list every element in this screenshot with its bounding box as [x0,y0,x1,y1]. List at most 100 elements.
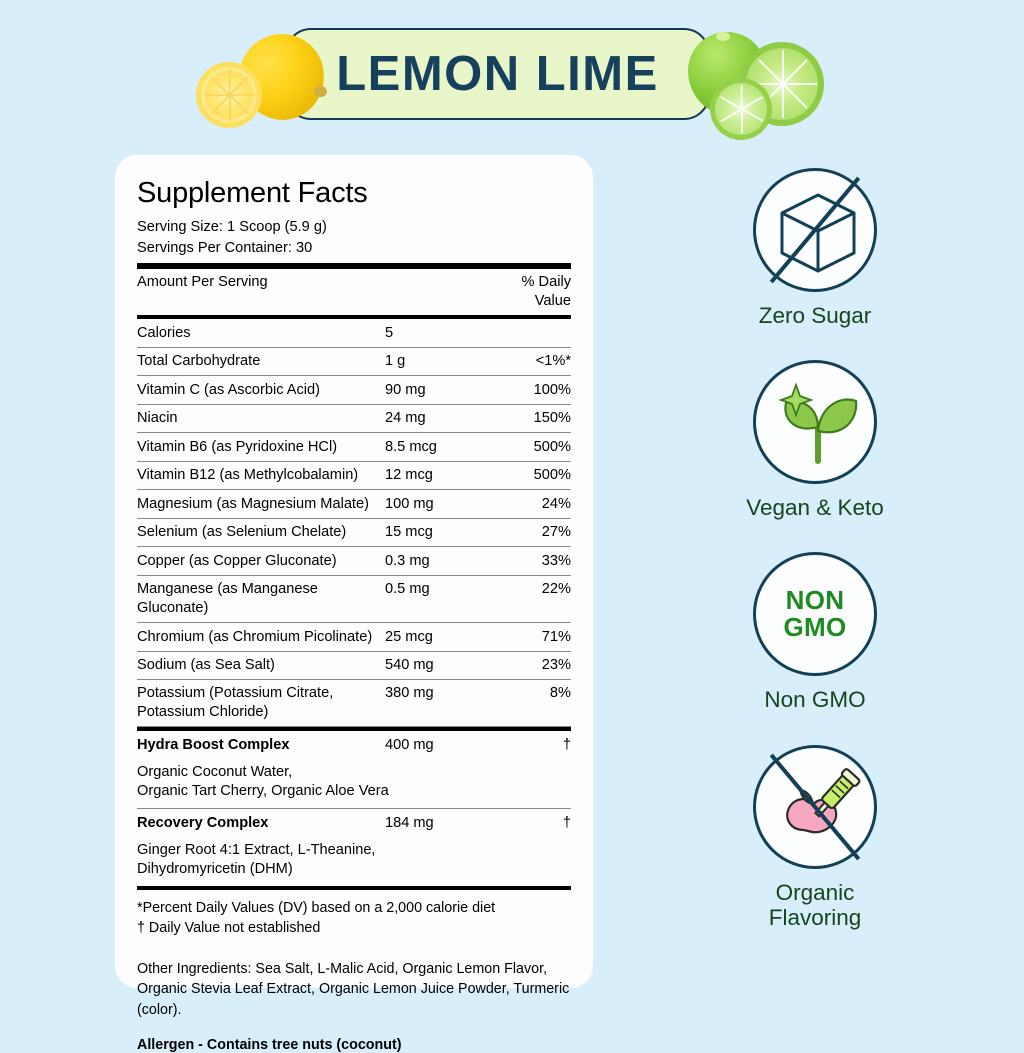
blend-name: Hydra Boost Complex [137,736,290,753]
blend-ingredients: Ginger Root 4:1 Extract, L-Theanine, Dih… [137,842,376,878]
badge-label-vegan-keto: Vegan & Keto [746,495,884,521]
table-row: Sodium (as Sea Salt) 540 mg 23% [137,651,571,680]
divider-med-before-blends [137,727,571,732]
table-row: Calories 5 [137,319,571,348]
non-gmo-seal-text: NON GMO [756,555,874,673]
lime-half-small-flesh [715,83,767,135]
no-artificial-flavor-syringe-peach-icon [753,744,877,869]
badge-vegan-keto: Vegan & Keto [690,360,940,520]
no-sugar-cube-icon [753,168,877,292]
nutrient-amount: 25 mcg [385,622,497,652]
table-row: Selenium (as Selenium Chelate) 15 mcg 27% [137,518,571,548]
badge-organic-flavoring: Organic Flavoring [690,744,940,930]
nutrient-amount: 8.5 mcg [385,432,497,462]
nutrient-daily-value: 500% [497,432,571,462]
nutrient-amount: 540 mg [385,651,497,680]
badge-non-gmo: NON GMO Non GMO [690,552,940,712]
table-row: Total Carbohydrate 1 g <1%* [137,347,571,377]
nutrient-daily-value: 24% [497,489,571,519]
blend-daily-value: † [562,736,571,753]
nutrient-name: Niacin [137,404,385,434]
table-row: Manganese (as Manganese Gluconate) 0.5 mg… [137,575,571,624]
lime-illustration [680,24,830,140]
footnote-percent-dv: *Percent Daily Values (DV) based on a 2,… [137,900,496,917]
nutrient-daily-value: 33% [497,546,571,576]
nutrient-amount: 0.5 mg [385,575,497,624]
table-row: Vitamin B12 (as Methylcobalamin) 12 mcg 50… [137,461,571,491]
sprout-svg [778,382,858,465]
flavor-title: LEMON LIME [336,47,659,101]
table-row: Magnesium (as Magnesium Malate) 100 mg 24% [137,489,571,519]
amount-per-serving-header: Amount Per Serving [137,274,268,291]
nutrient-name: Vitamin B6 (as Pyridoxine HCl) [137,432,385,462]
certification-badges-column: Zero Sugar Vegan & Keto NON GMO Non GMO [690,168,940,930]
nutrient-amount: 24 mg [385,404,497,434]
table-row: Copper (as Copper Gluconate) 0.3 mg 33% [137,546,571,576]
flavor-header-banner: LEMON LIME [0,0,1024,150]
nutrient-amount: 380 mg [385,679,497,728]
footnote-dagger: † Daily Value not established [137,919,321,936]
lemon-nub [314,86,327,97]
blend-header-row: Recovery Complex 184 mg † [137,809,571,837]
supplement-facts-title: Supplement Facts [137,177,368,209]
table-row: Niacin 24 mg 150% [137,404,571,434]
lime-half-small-icon [710,78,772,140]
blend-header-row: Hydra Boost Complex 400 mg † [137,731,571,758]
nutrient-amount: 1 g [385,347,497,377]
proprietary-blends-table: Hydra Boost Complex 400 mg † Organic Coconu… [137,731,571,886]
nutrient-daily-value: 150% [497,404,571,434]
badge-label-zero-sugar: Zero Sugar [758,303,872,328]
banner-plate [285,28,710,120]
nutrient-amount: 100 mg [385,489,497,519]
non-gmo-line-1: NON [785,585,845,616]
nutrient-daily-value: 23% [497,651,571,680]
lime-stem-spot [716,32,730,41]
other-ingredients-text: Other Ingredients: Sea Salt, L-Malic Aci… [137,960,570,1018]
allergen-statement: Allergen - Contains tree nuts (coconut) [137,1037,402,1053]
nutrient-name: Sodium (as Sea Salt) [137,651,385,680]
badge-label-organic-flavoring: Organic Flavoring [768,879,862,930]
nutrient-daily-value: 27% [497,518,571,548]
percent-daily-value-header: % Daily Value [521,274,571,310]
sprout-leaves-icon [753,360,877,485]
nutrient-daily-value: 71% [497,622,571,652]
nutrient-amount: 12 mcg [385,461,497,491]
nutrient-amount: 15 mcg [385,518,497,548]
table-row: Vitamin C (as Ascorbic Acid) 90 mg 100% [137,375,571,405]
nutrient-daily-value [497,319,571,348]
nutrient-name: Chromium (as Chromium Picolinate) [137,622,385,652]
nutrient-amount: 0.3 mg [385,546,497,576]
badge-label-non-gmo: Non GMO [764,687,866,713]
blend-ingredients: Organic Coconut Water, Organic Tart Cher… [137,758,571,810]
lemon-half-icon [196,62,262,128]
lemon-half-flesh [203,69,256,121]
badge-zero-sugar: Zero Sugar [690,168,940,328]
nutrient-name: Total Carbohydrate [137,347,385,377]
sugar-cube-svg [780,193,856,273]
nutrient-name: Copper (as Copper Gluconate) [137,546,385,576]
nutrient-name: Vitamin B12 (as Methylcobalamin) [137,461,385,491]
serving-size-line: Serving Size: 1 Scoop (5.9 g) [137,219,327,235]
blend-ingredients-row: Ginger Root 4:1 Extract, L-Theanine, Dih… [137,837,571,886]
blend-amount: 184 mg [385,814,434,831]
nutrient-amount: 90 mg [385,375,497,405]
servings-per-container-line: Servings Per Container: 30 [137,239,313,256]
divider-med-after-header [137,315,571,320]
blend-ingredients-row: Organic Coconut Water, Organic Tart Cher… [137,758,571,810]
nutrient-daily-value: 500% [497,461,571,491]
non-gmo-line-2: GMO [783,612,847,643]
nutrient-daily-value: <1%* [497,347,571,377]
nutrient-name: Calories [137,319,385,348]
peach-syringe-svg [786,767,861,833]
non-gmo-text-icon: NON GMO [753,552,877,677]
supplement-facts-card: Supplement Facts Serving Size: 1 Scoop (… [115,155,593,1053]
nutrient-rows-table: Calories 5 Total Carbohydrate 1 g <1%* Vitami… [137,319,571,728]
nutrient-name: Manganese (as Manganese Gluconate) [137,575,385,624]
nutrient-daily-value: 8% [497,679,571,728]
lemon-illustration [196,26,333,128]
nutrient-name: Selenium (as Selenium Chelate) [137,518,385,548]
nutrient-daily-value: 100% [497,375,571,405]
nutrient-daily-value: 22% [497,575,571,624]
nutrient-name: Vitamin C (as Ascorbic Acid) [137,375,385,405]
divider-thick-top [137,263,571,270]
